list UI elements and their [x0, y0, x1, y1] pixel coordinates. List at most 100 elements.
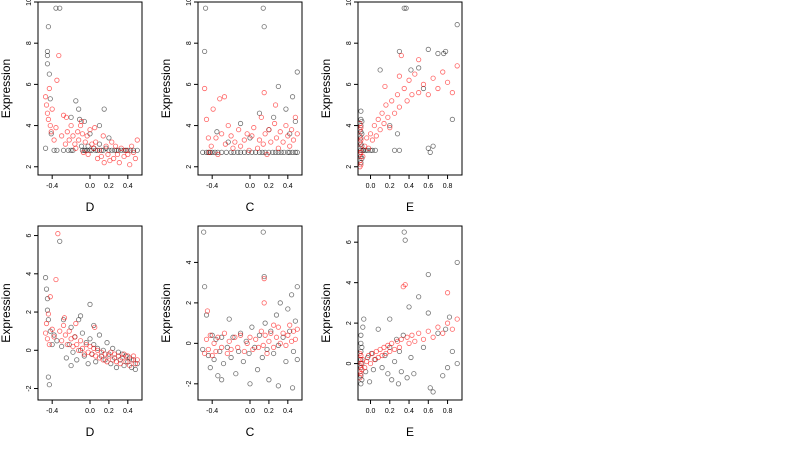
black-data-point [94, 345, 101, 351]
red-data-point [203, 116, 210, 122]
black-data-point [79, 330, 86, 336]
red-data-point [358, 137, 364, 143]
black-data-point [254, 367, 261, 373]
black-data-point [78, 143, 85, 149]
red-data-point [272, 102, 279, 108]
black-data-point [401, 5, 407, 11]
x-tick-label: 0.4 [404, 408, 414, 415]
black-data-point [83, 340, 89, 346]
x-tick-label: 0.0 [85, 183, 95, 190]
y-tick-label: 2 [346, 321, 353, 325]
black-data-point [425, 46, 431, 52]
black-data-point [51, 332, 57, 338]
red-data-point [360, 356, 366, 363]
black-data-point [44, 52, 51, 59]
red-data-point [261, 275, 267, 282]
red-data-point [362, 365, 368, 371]
y-tick-label: 2 [26, 310, 33, 314]
black-data-point [259, 149, 265, 155]
red-data-point [207, 332, 213, 338]
black-data-point [271, 350, 277, 357]
red-data-point [47, 294, 53, 300]
red-data-point [404, 334, 410, 340]
black-data-point [360, 324, 366, 330]
red-data-point [46, 85, 52, 92]
red-data-point [205, 135, 211, 141]
black-data-point [246, 350, 252, 357]
points-layer [42, 231, 140, 388]
red-data-point [379, 110, 385, 116]
red-data-point [288, 127, 295, 133]
red-data-point [47, 122, 53, 129]
black-data-point [209, 149, 215, 155]
red-data-point [117, 361, 123, 367]
red-data-point [440, 330, 446, 336]
black-data-point [408, 67, 414, 73]
red-data-point [241, 137, 247, 143]
black-data-point [391, 147, 398, 153]
red-data-point [74, 341, 80, 348]
black-data-point [217, 348, 223, 355]
y-tick-label: 6 [346, 82, 353, 86]
plot-frame [37, 225, 143, 401]
scatter-panel-top-left: -0.4 0.0 0.2 0.4 2 4 6 8 10 D Expression [0, 0, 143, 214]
black-data-point [253, 149, 259, 155]
x-tick-label: 0.0 [245, 408, 255, 415]
red-data-point [54, 77, 60, 83]
red-data-point [55, 231, 61, 237]
red-data-point [53, 125, 59, 131]
y-tick-label: 8 [26, 41, 33, 45]
black-data-point [215, 149, 221, 155]
y-axis-title: Expression [0, 283, 13, 342]
black-data-point [70, 349, 76, 355]
black-data-point [63, 355, 69, 361]
black-data-point [370, 367, 377, 373]
red-data-point [60, 322, 67, 329]
black-data-point [440, 373, 446, 379]
black-data-point [68, 362, 74, 369]
red-data-point [375, 354, 381, 361]
red-data-point [127, 162, 133, 168]
red-data-point [287, 143, 293, 149]
black-data-point [46, 71, 52, 77]
black-data-point [396, 48, 403, 55]
black-data-point [401, 229, 407, 235]
red-data-point [271, 344, 277, 350]
red-data-point [66, 137, 72, 143]
black-data-point [275, 383, 281, 389]
black-data-point [45, 374, 52, 380]
red-data-point [449, 326, 455, 332]
red-data-point [385, 114, 391, 120]
red-data-point [262, 131, 268, 137]
y-tick-label: 4 [26, 272, 33, 276]
black-data-point [420, 344, 427, 350]
scatter-panel-bottom-middle: -0.4 0.0 0.2 0.4 -2 0 2 4 C Expression [159, 225, 303, 439]
red-data-point [398, 52, 404, 59]
black-data-point [271, 114, 277, 120]
red-data-point [280, 330, 286, 336]
black-data-point [443, 48, 449, 55]
red-data-point [98, 153, 104, 160]
black-data-point [98, 147, 104, 153]
x-tick-label: 0.6 [423, 183, 433, 190]
red-data-point [109, 139, 115, 145]
red-data-point [385, 342, 391, 348]
red-data-point [358, 149, 364, 155]
black-data-point [101, 106, 107, 112]
red-data-point [375, 116, 381, 122]
black-data-point [42, 145, 49, 151]
red-data-point [202, 350, 208, 357]
red-data-point [118, 145, 124, 151]
black-data-point [259, 354, 265, 361]
red-data-point [114, 151, 121, 157]
red-data-point [294, 326, 300, 332]
black-data-point [375, 326, 381, 332]
red-data-point [360, 153, 366, 160]
scatter-panel-top-right: 0.0 0.2 0.4 0.6 0.8 2 4 6 8 10 E Expression [319, 0, 463, 214]
red-data-point [62, 141, 69, 147]
black-data-point [294, 149, 300, 155]
x-axis-title: E [406, 425, 414, 439]
black-data-point [449, 348, 455, 355]
black-data-point [44, 61, 51, 67]
